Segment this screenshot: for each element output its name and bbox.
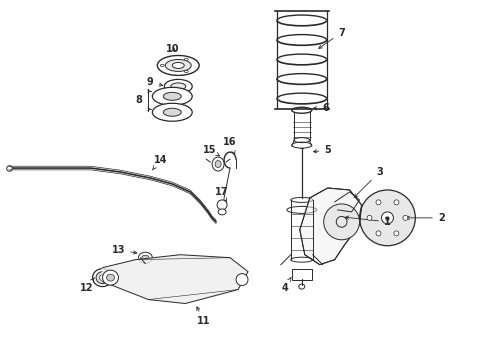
Text: 17: 17 (215, 187, 229, 202)
Ellipse shape (142, 255, 149, 260)
Ellipse shape (152, 87, 192, 105)
Ellipse shape (164, 80, 192, 93)
Ellipse shape (367, 215, 372, 220)
Ellipse shape (102, 270, 119, 285)
Ellipse shape (324, 204, 360, 240)
Ellipse shape (93, 269, 113, 287)
Ellipse shape (299, 284, 305, 289)
Ellipse shape (160, 64, 164, 67)
Ellipse shape (218, 209, 226, 215)
Ellipse shape (106, 274, 115, 281)
Ellipse shape (163, 92, 181, 100)
Ellipse shape (157, 55, 199, 75)
FancyBboxPatch shape (292, 269, 312, 280)
Ellipse shape (171, 83, 186, 90)
Text: 10: 10 (166, 44, 179, 54)
Ellipse shape (163, 108, 181, 116)
Text: 15: 15 (203, 145, 220, 156)
Ellipse shape (96, 272, 109, 284)
Ellipse shape (287, 206, 317, 213)
Text: 13: 13 (112, 245, 137, 255)
Text: 9: 9 (147, 77, 163, 87)
Ellipse shape (172, 62, 184, 68)
Text: 5: 5 (314, 145, 331, 155)
Text: 14: 14 (152, 155, 167, 170)
Ellipse shape (184, 71, 188, 72)
Ellipse shape (236, 274, 248, 285)
Text: 7: 7 (319, 28, 345, 48)
Ellipse shape (291, 197, 313, 202)
Text: 3: 3 (354, 167, 383, 197)
Text: 1: 1 (345, 216, 391, 227)
Ellipse shape (376, 200, 381, 205)
Polygon shape (102, 255, 248, 303)
Polygon shape (300, 188, 362, 265)
Text: 2: 2 (406, 213, 444, 223)
Ellipse shape (291, 257, 313, 262)
Ellipse shape (394, 200, 399, 205)
Text: 12: 12 (80, 278, 95, 293)
Ellipse shape (212, 157, 224, 171)
Ellipse shape (403, 215, 408, 220)
Ellipse shape (215, 161, 221, 167)
Ellipse shape (152, 103, 192, 121)
Text: 4: 4 (281, 277, 291, 293)
Ellipse shape (184, 58, 188, 60)
Ellipse shape (376, 231, 381, 236)
Ellipse shape (165, 59, 191, 71)
Text: 16: 16 (223, 137, 237, 154)
Ellipse shape (99, 275, 105, 280)
Ellipse shape (382, 212, 393, 224)
Text: 6: 6 (314, 103, 329, 113)
Ellipse shape (138, 252, 152, 263)
Ellipse shape (217, 200, 227, 210)
Ellipse shape (360, 190, 416, 246)
Ellipse shape (394, 231, 399, 236)
Text: 8: 8 (135, 95, 142, 105)
Text: 11: 11 (197, 307, 211, 327)
